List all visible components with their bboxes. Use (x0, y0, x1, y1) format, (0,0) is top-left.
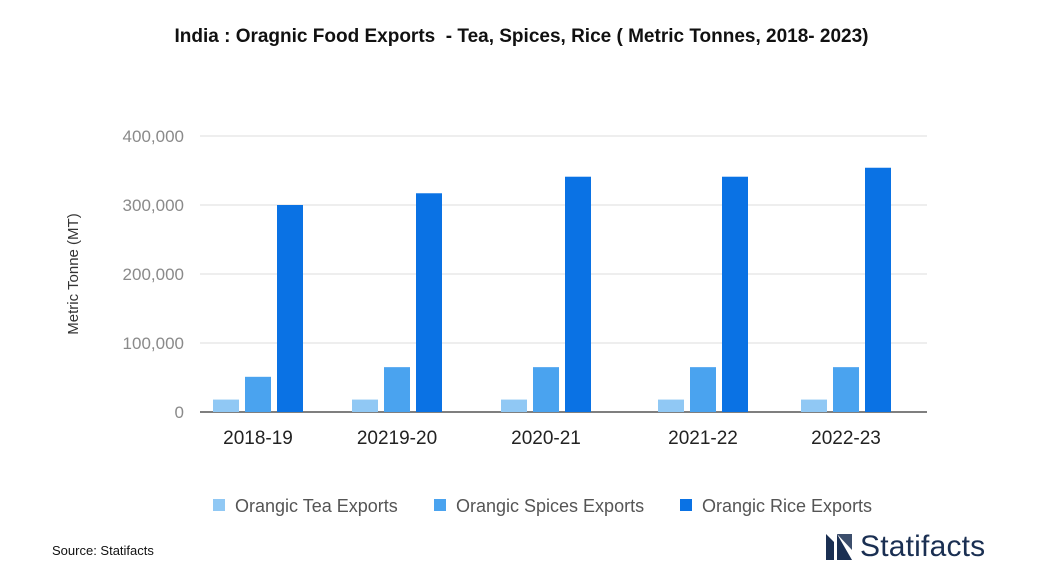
x-tick-label: 2022-23 (811, 428, 881, 449)
bar-tea (501, 399, 527, 412)
x-tick-label: 2021-22 (668, 428, 738, 449)
legend-swatch (680, 499, 692, 511)
y-tick-label: 100,000 (123, 334, 184, 353)
legend-label: Orangic Tea Exports (235, 496, 398, 516)
y-axis-label: Metric Tonne (MT) (65, 213, 82, 334)
brand-logo: Statifacts (824, 530, 985, 564)
y-tick-label: 400,000 (123, 127, 184, 146)
legend-swatch (434, 499, 446, 511)
statifacts-logo-icon (826, 534, 852, 560)
x-tick-label: 20219-20 (357, 428, 437, 449)
source-note: Source: Statifacts (52, 543, 154, 558)
bar-spices (245, 376, 271, 412)
bar-rice (722, 176, 748, 412)
x-tick-label: 2020-21 (511, 428, 581, 449)
bar-rice (277, 205, 303, 412)
brand-name: Statifacts (860, 530, 986, 563)
x-tick-label: 2018-19 (223, 428, 293, 449)
bar-spices (690, 367, 716, 412)
bar-tea (658, 399, 684, 412)
chart-title: India : Oragnic Food Exports - Tea, Spic… (174, 26, 869, 47)
bar-spices (833, 367, 859, 412)
y-tick-label: 300,000 (123, 196, 184, 215)
legend-label: Orangic Spices Exports (456, 496, 644, 516)
legend-swatch (213, 499, 225, 511)
y-tick-label: 200,000 (123, 265, 184, 284)
y-tick-label: 0 (175, 403, 184, 422)
bar-tea (801, 399, 827, 412)
bar-rice (416, 193, 442, 412)
bar-rice (565, 176, 591, 412)
bar-spices (384, 367, 410, 412)
bar-rice (865, 167, 891, 412)
bar-tea (352, 399, 378, 412)
bar-tea (213, 399, 239, 412)
legend-label: Orangic Rice Exports (702, 496, 872, 516)
bar-spices (533, 367, 559, 412)
